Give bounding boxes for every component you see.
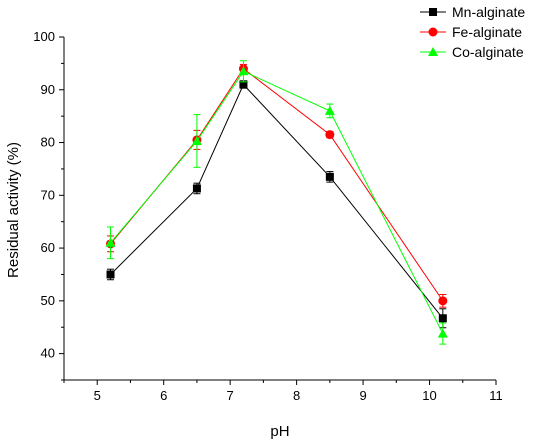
- y-tick-label: 70: [41, 187, 55, 202]
- legend-label: Fe-alginate: [452, 24, 522, 40]
- data-point: [438, 296, 448, 306]
- x-axis-title: pH: [270, 423, 289, 440]
- series-line: [110, 70, 444, 334]
- data-point: [437, 328, 448, 338]
- legend-marker: [429, 8, 437, 16]
- x-tick-label: 6: [160, 388, 167, 403]
- x-tick-label: 11: [489, 388, 503, 403]
- x-ticks: 5 6 7 8 9 10 11: [63, 380, 503, 403]
- x-tick-label: 7: [227, 388, 234, 403]
- series-co-alginate: [105, 60, 448, 345]
- legend: Mn-alginate Fe-alginate Co-alginate: [420, 4, 525, 60]
- data-point: [105, 237, 116, 247]
- data-point: [106, 270, 115, 279]
- series-mn-alginate: [106, 80, 447, 329]
- y-axis-title: Residual activity (%): [5, 142, 22, 278]
- legend-label: Co-alginate: [452, 44, 524, 60]
- legend-marker: [428, 27, 438, 37]
- series-line: [110, 83, 444, 319]
- legend-marker: [428, 47, 438, 56]
- data-point: [192, 184, 201, 193]
- legend-item: Mn-alginate: [420, 4, 525, 20]
- data-point: [191, 135, 202, 145]
- x-tick-label: 8: [293, 388, 300, 403]
- legend-item: Co-alginate: [420, 44, 524, 60]
- series-fe-alginate: [106, 63, 448, 308]
- legend-item: Fe-alginate: [420, 24, 522, 40]
- y-tick-label: 40: [41, 346, 55, 361]
- data-point: [238, 66, 249, 76]
- y-tick-label: 90: [41, 82, 55, 97]
- y-ticks: 40 50 60 70 80 90 100: [33, 29, 64, 381]
- legend-label: Mn-alginate: [452, 4, 525, 20]
- x-tick-label: 10: [422, 388, 436, 403]
- x-tick-label: 9: [359, 388, 366, 403]
- y-tick-label: 80: [41, 135, 55, 150]
- y-tick-label: 60: [41, 240, 55, 255]
- series-layer: [105, 60, 448, 345]
- data-point: [239, 80, 248, 89]
- plot-frame: [63, 37, 496, 381]
- y-tick-label: 50: [41, 293, 55, 308]
- x-tick-label: 5: [94, 388, 101, 403]
- data-point: [325, 172, 334, 181]
- data-point: [438, 314, 447, 323]
- data-point: [324, 105, 335, 115]
- y-tick-label: 100: [33, 29, 55, 44]
- data-point: [325, 130, 335, 140]
